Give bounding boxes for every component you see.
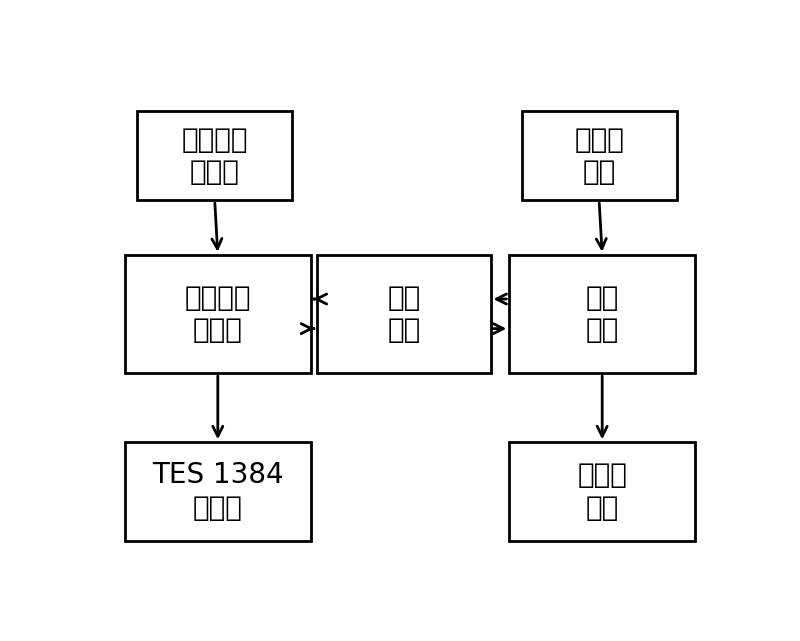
Bar [125, 254, 310, 373]
Bar [510, 254, 695, 373]
Text: 高压脉冲
发生器: 高压脉冲 发生器 [182, 126, 248, 186]
Text: 高压脉冲
处理室: 高压脉冲 处理室 [185, 283, 251, 344]
Bar [522, 112, 677, 200]
Bar [138, 112, 292, 200]
Bar [317, 254, 490, 373]
Text: 冷却
水浴: 冷却 水浴 [387, 283, 421, 344]
Bar [510, 442, 695, 541]
Text: 已处理
物料: 已处理 物料 [578, 462, 627, 522]
Text: TES 1384
温度计: TES 1384 温度计 [152, 462, 284, 522]
Text: 待处理
物料: 待处理 物料 [574, 126, 624, 186]
Bar [125, 442, 310, 541]
Text: 泵送
系统: 泵送 系统 [586, 283, 619, 344]
